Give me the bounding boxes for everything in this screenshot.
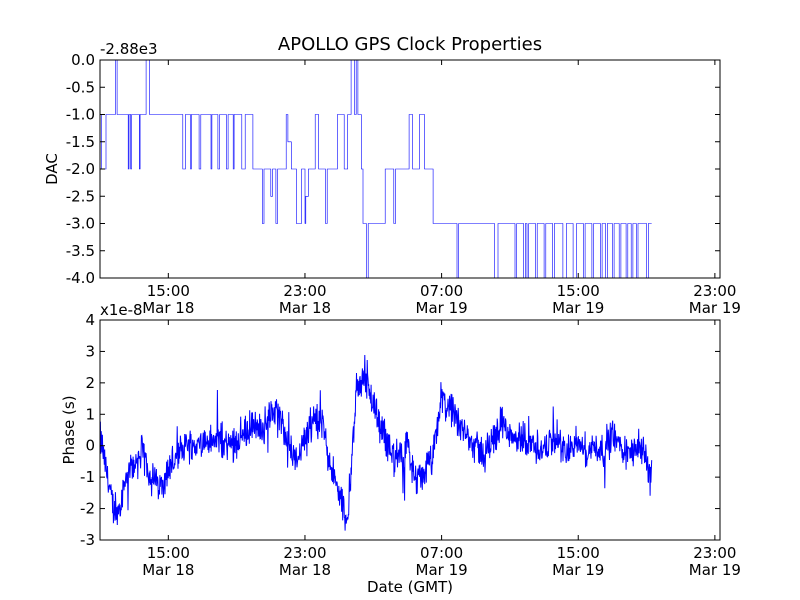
y-tick-label: -0.5 (66, 78, 95, 96)
chart-title: APOLLO GPS Clock Properties (278, 34, 542, 55)
y-tick-label: -3.5 (66, 242, 95, 260)
x-tick-time-label: 15:00 (557, 282, 600, 300)
dac-offset-text: -2.88e3 (100, 40, 158, 58)
x-tick-time-label: 23:00 (693, 544, 736, 562)
x-tick-date-label: Mar 19 (689, 299, 741, 317)
x-tick-date-label: Mar 19 (416, 299, 468, 317)
x-tick-time-label: 15:00 (147, 544, 190, 562)
y-tick-label: -1 (80, 468, 95, 486)
y-tick-label: 2 (85, 374, 95, 392)
x-tick-time-label: 15:00 (557, 544, 600, 562)
y-tick-label: 0 (85, 437, 95, 455)
x-tick-date-label: Mar 19 (416, 561, 468, 579)
y-tick-label: 3 (85, 342, 95, 360)
x-tick-date-label: Mar 19 (552, 561, 604, 579)
y-tick-label: -4.0 (66, 269, 95, 287)
x-tick-date-label: Mar 18 (142, 299, 194, 317)
x-axis-label: Date (GMT) (367, 578, 453, 596)
x-tick-date-label: Mar 18 (279, 299, 331, 317)
x-tick-time-label: 23:00 (283, 282, 326, 300)
dac-series-line (100, 59, 652, 279)
phase-series-line (99, 354, 653, 531)
phase-y-axis-label: Phase (s) (60, 395, 78, 464)
x-tick-date-label: Mar 19 (552, 299, 604, 317)
phase-y-ticks: 4 3 2 1 0 -1 -2 -3 (80, 311, 720, 549)
dac-y-ticks: 0.0 -0.5 -1.0 -1.5 -2.0 -2.5 -3.0 -3.5 -4.0 (66, 51, 720, 287)
phase-offset-text: x1e-8 (100, 301, 143, 319)
y-tick-label: -1.0 (66, 106, 95, 124)
dac-series (100, 59, 652, 279)
x-tick-time-label: 15:00 (147, 282, 190, 300)
phase-plot-frame (99, 319, 721, 541)
y-tick-label: -3 (80, 531, 95, 549)
x-tick-date-label: Mar 19 (689, 561, 741, 579)
x-tick-time-label: 23:00 (693, 282, 736, 300)
phase-series (99, 354, 653, 531)
dac-subplot: -2.88e3 0.0 -0.5 -1.0 -1.5 -2.0 -2.5 -3.0 -3.5 -… (43, 40, 741, 317)
dac-plot-frame (99, 59, 721, 279)
x-tick-date-label: Mar 18 (142, 561, 194, 579)
x-tick-time-label: 07:00 (420, 544, 463, 562)
y-tick-label: -2 (80, 500, 95, 518)
x-tick-time-label: 23:00 (283, 544, 326, 562)
y-tick-label: 4 (85, 311, 95, 329)
y-tick-label: -2.5 (66, 187, 95, 205)
y-tick-label: 1 (85, 405, 95, 423)
y-tick-label: -2.0 (66, 160, 95, 178)
y-tick-label: 0.0 (71, 51, 95, 69)
y-tick-label: -1.5 (66, 133, 95, 151)
x-tick-date-label: Mar 18 (279, 561, 331, 579)
x-tick-time-label: 07:00 (420, 282, 463, 300)
dac-y-axis-label: DAC (43, 153, 61, 185)
y-tick-label: -3.0 (66, 215, 95, 233)
